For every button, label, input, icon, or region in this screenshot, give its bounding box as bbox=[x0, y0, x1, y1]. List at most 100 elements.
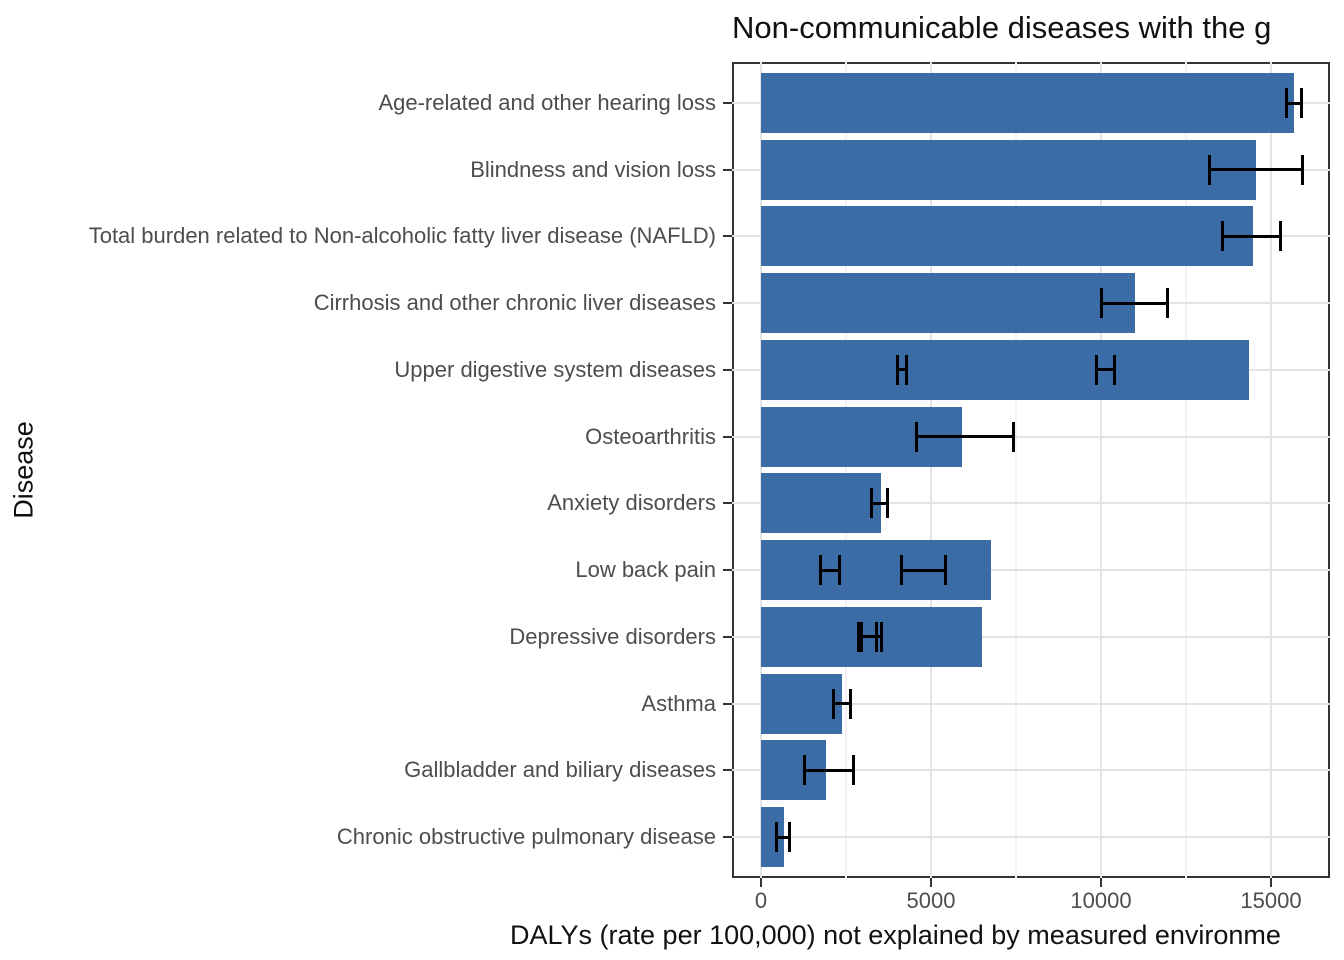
error-bar-cap bbox=[1113, 354, 1117, 385]
category-label: Depressive disorders bbox=[509, 623, 716, 649]
x-tick-label: 5000 bbox=[906, 888, 956, 913]
bar bbox=[761, 807, 785, 868]
error-bar-line bbox=[804, 768, 854, 772]
category-label: Blindness and vision loss bbox=[470, 156, 716, 182]
error-bar-line bbox=[1096, 368, 1115, 372]
x-axis-tick bbox=[1100, 878, 1102, 887]
y-axis-tick bbox=[723, 235, 732, 238]
bar bbox=[761, 73, 1295, 133]
error-bar-cap bbox=[944, 555, 948, 586]
x-axis-tick bbox=[760, 878, 762, 887]
error-bar-cap bbox=[838, 555, 842, 586]
gridline-row bbox=[732, 502, 1330, 505]
category-label: Osteoarthritis bbox=[585, 423, 716, 449]
bar bbox=[761, 206, 1254, 267]
error-bar-cap bbox=[900, 555, 904, 586]
error-bar-line bbox=[901, 568, 946, 572]
chart-title: Non-communicable diseases with the g bbox=[732, 10, 1272, 45]
plot-panel-layer bbox=[732, 62, 1330, 878]
error-bar-cap bbox=[787, 822, 791, 853]
error-bar-line bbox=[861, 635, 882, 639]
error-bar-line bbox=[1222, 234, 1281, 238]
error-bar-cap bbox=[1284, 88, 1288, 118]
x-axis-title: DALYs (rate per 100,000) not explained b… bbox=[510, 920, 1281, 950]
y-axis-tick bbox=[723, 702, 732, 705]
gridline-row bbox=[732, 435, 1330, 438]
y-axis-tick bbox=[723, 368, 732, 371]
error-bar-cap bbox=[896, 354, 900, 385]
error-bar-line bbox=[1101, 301, 1168, 305]
error-bar-cap bbox=[1011, 421, 1015, 452]
error-bar-cap bbox=[819, 555, 823, 586]
y-axis-tick bbox=[723, 569, 732, 572]
gridline-row bbox=[732, 769, 1330, 772]
x-axis-tick bbox=[930, 878, 932, 887]
error-bar-line bbox=[916, 435, 1014, 439]
gridline-major bbox=[930, 62, 932, 878]
bar bbox=[761, 473, 881, 534]
error-bar-cap bbox=[915, 421, 919, 452]
error-bar-cap bbox=[848, 688, 852, 719]
gridline-major bbox=[1100, 62, 1102, 878]
y-axis-title: Disease bbox=[8, 421, 39, 519]
gridline-minor bbox=[845, 62, 847, 878]
error-bar-cap bbox=[1301, 154, 1305, 185]
x-tick-label: 10000 bbox=[1070, 888, 1132, 913]
category-label: Cirrhosis and other chronic liver diseas… bbox=[313, 290, 716, 316]
error-bar-cap bbox=[1099, 288, 1103, 319]
y-axis-tick bbox=[723, 836, 732, 839]
y-axis-tick bbox=[723, 435, 732, 438]
gridline-minor bbox=[1015, 62, 1017, 878]
y-axis-tick bbox=[723, 635, 732, 638]
error-bar-line bbox=[1209, 168, 1303, 172]
error-bar-cap bbox=[1207, 154, 1211, 185]
error-bar-line bbox=[820, 568, 840, 572]
error-bar-cap bbox=[879, 621, 883, 652]
bar bbox=[761, 339, 1250, 400]
gridline-minor bbox=[1185, 62, 1187, 878]
error-bar-cap bbox=[775, 822, 779, 853]
error-bar-cap bbox=[856, 621, 860, 652]
y-axis-tick bbox=[723, 102, 732, 104]
bar bbox=[761, 273, 1135, 334]
error-bar-cap bbox=[803, 755, 807, 786]
error-bar-line bbox=[833, 702, 851, 706]
category-label: Gallbladder and biliary diseases bbox=[404, 757, 716, 783]
error-bar-cap bbox=[870, 488, 874, 519]
x-tick-label: 0 bbox=[754, 888, 768, 913]
category-label: Age-related and other hearing loss bbox=[378, 90, 716, 115]
error-bar-cap bbox=[1165, 288, 1169, 319]
error-bar-cap bbox=[904, 354, 908, 385]
y-axis-tick bbox=[723, 769, 732, 772]
bar bbox=[761, 540, 991, 601]
category-label: Upper digestive system diseases bbox=[394, 356, 716, 382]
error-bar-line bbox=[776, 835, 790, 839]
bar bbox=[761, 673, 842, 734]
error-bar-cap bbox=[1278, 221, 1282, 252]
gridline-row bbox=[732, 635, 1330, 638]
y-axis-tick bbox=[723, 168, 732, 171]
error-bar-cap bbox=[1095, 354, 1099, 385]
gridline-row bbox=[732, 836, 1330, 839]
category-label: Anxiety disorders bbox=[547, 490, 716, 516]
error-bar-cap bbox=[1220, 221, 1224, 252]
gridline-major bbox=[1270, 62, 1272, 878]
x-axis-tick bbox=[1270, 878, 1272, 887]
bar bbox=[761, 139, 1256, 200]
error-bar-line bbox=[1286, 101, 1302, 105]
gridline-major bbox=[760, 62, 762, 878]
gridline-row bbox=[732, 569, 1330, 572]
error-bar-cap bbox=[831, 688, 835, 719]
error-bar-cap bbox=[886, 488, 890, 519]
category-label: Low back pain bbox=[575, 557, 716, 583]
error-bar-line bbox=[871, 501, 888, 505]
category-label: Chronic obstructive pulmonary disease bbox=[336, 824, 716, 850]
error-bar-line bbox=[897, 368, 907, 372]
error-bar-cap bbox=[851, 755, 855, 786]
error-bar-cap bbox=[1300, 88, 1304, 118]
gridline-row bbox=[732, 702, 1330, 705]
error-bar-cap bbox=[859, 621, 863, 652]
x-tick-label: 15000 bbox=[1240, 888, 1302, 913]
y-axis-tick bbox=[723, 302, 732, 305]
y-axis-tick bbox=[723, 502, 732, 505]
